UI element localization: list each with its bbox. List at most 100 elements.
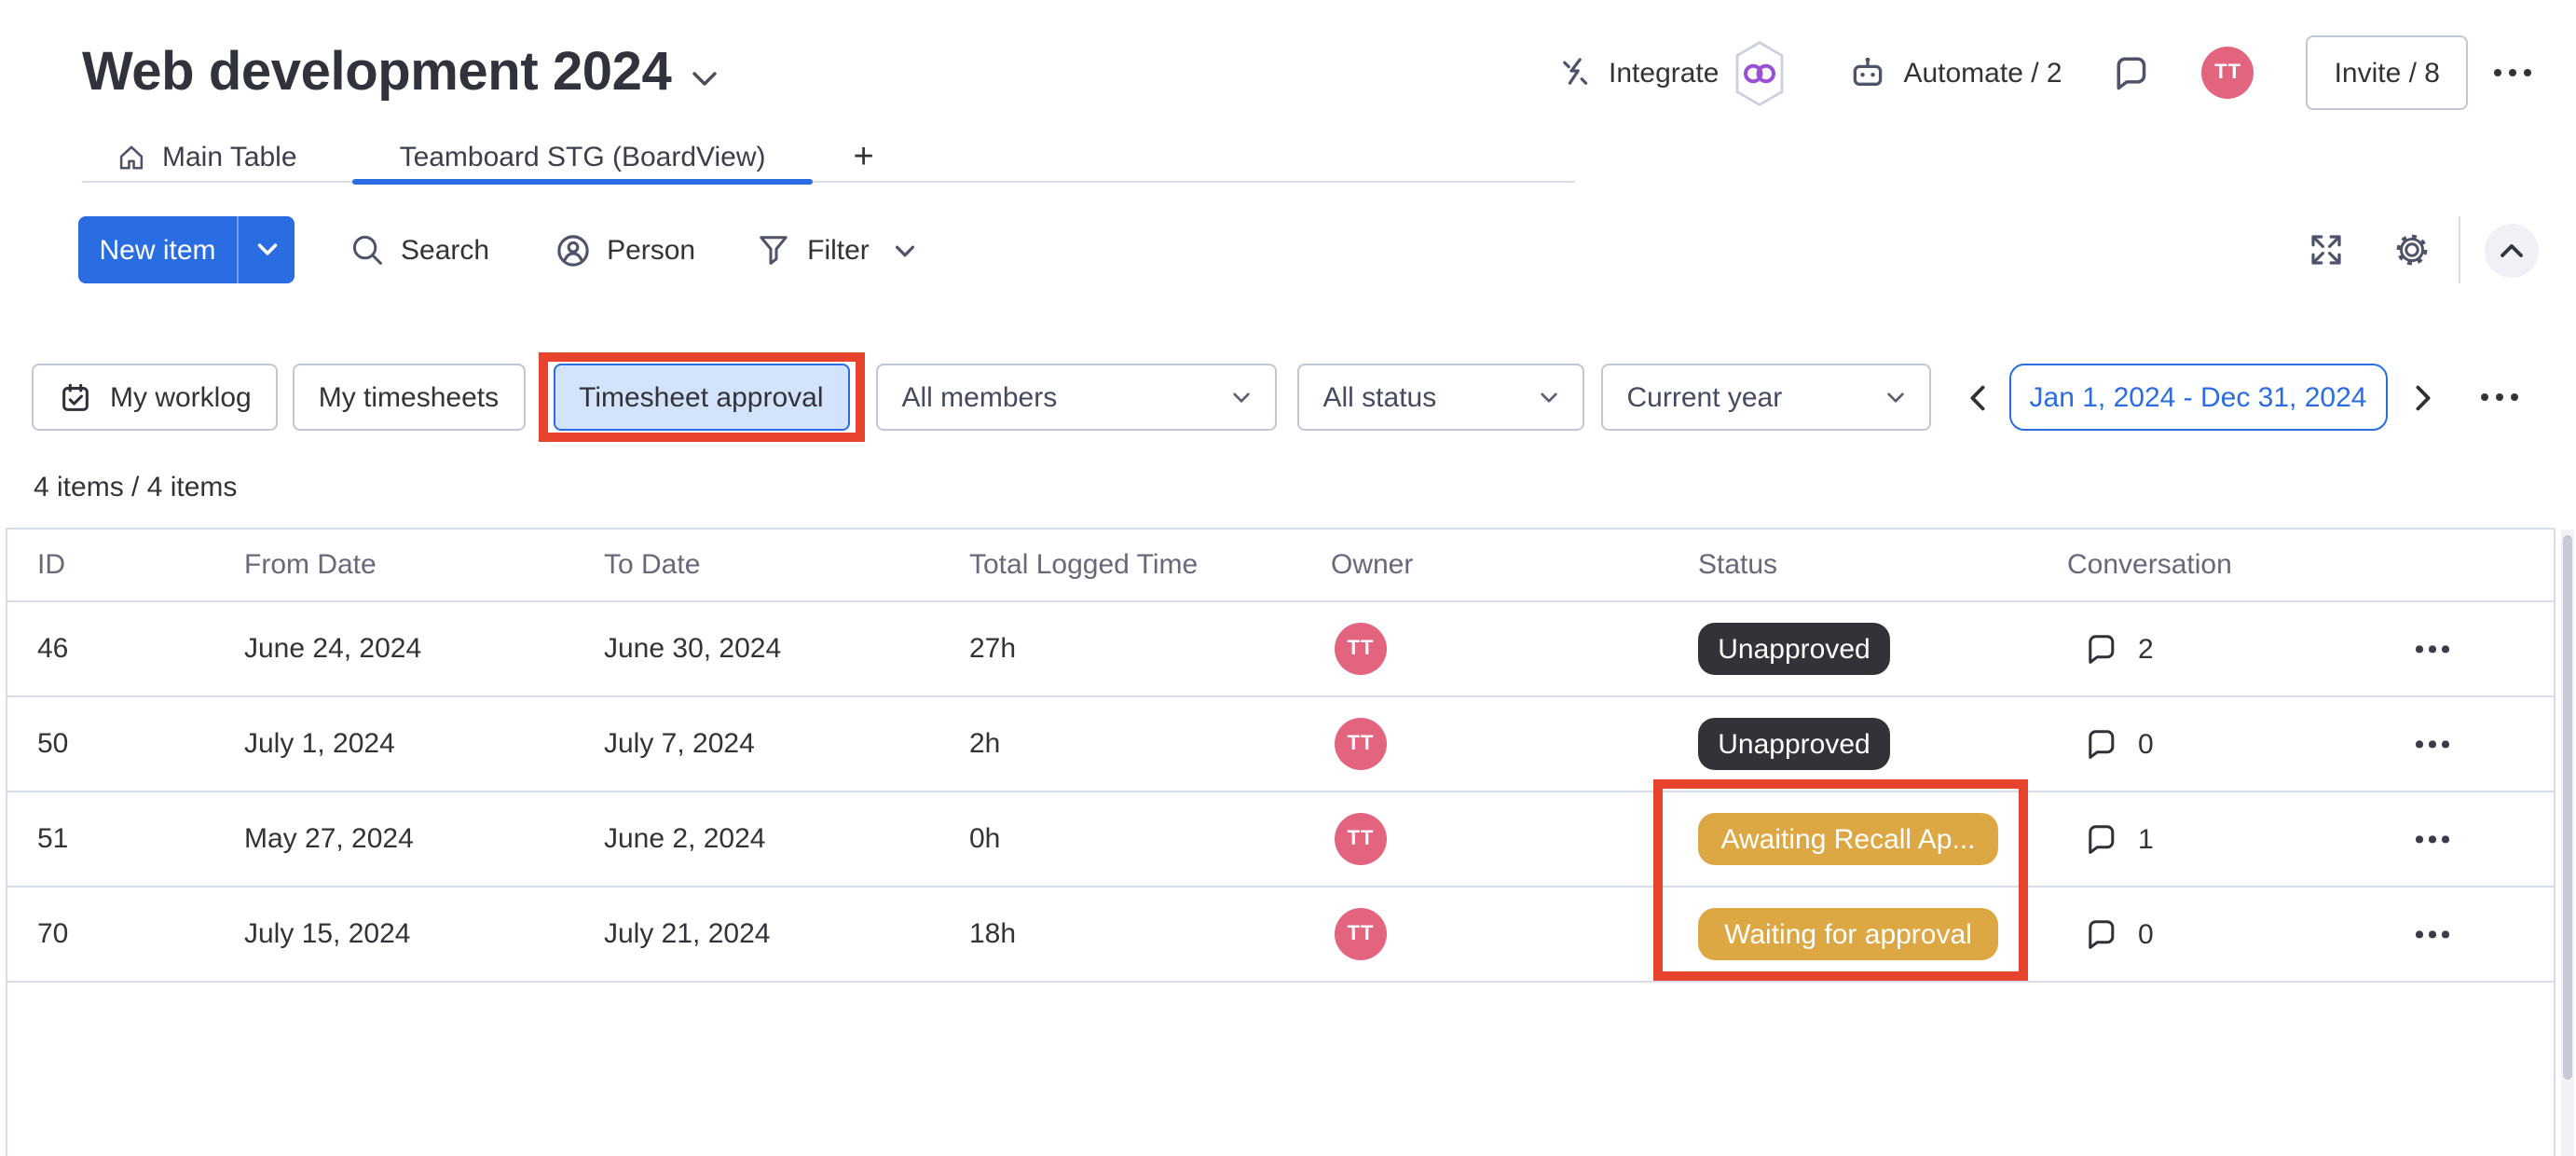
row-menu-button[interactable] bbox=[2416, 740, 2449, 748]
chevron-down-icon bbox=[896, 244, 916, 259]
conversation-cell[interactable]: 0 bbox=[2082, 725, 2154, 763]
owner-avatar[interactable]: TT bbox=[1335, 718, 1387, 770]
search-label: Search bbox=[401, 234, 490, 266]
column-header-total-logged[interactable]: Total Logged Time bbox=[969, 549, 1199, 581]
tab-main-table[interactable]: Main Table bbox=[82, 134, 323, 181]
owner-avatar[interactable]: TT bbox=[1335, 813, 1387, 865]
board-menu-chevron-icon[interactable] bbox=[692, 70, 718, 87]
new-item-label: New item bbox=[99, 234, 216, 266]
new-item-button[interactable]: New item bbox=[78, 216, 295, 283]
date-range-button[interactable]: Jan 1, 2024 - Dec 31, 2024 bbox=[2008, 364, 2388, 431]
cell-from-date[interactable]: July 15, 2024 bbox=[244, 918, 411, 950]
fullscreen-icon[interactable] bbox=[2308, 231, 2345, 268]
next-period-button[interactable] bbox=[2406, 376, 2440, 419]
owner-avatar[interactable]: TT bbox=[1335, 623, 1387, 675]
row-menu-button[interactable] bbox=[2416, 930, 2449, 938]
column-header-conversation[interactable]: Conversation bbox=[2067, 549, 2232, 581]
board-chat-button[interactable] bbox=[2111, 52, 2152, 93]
dropdown-value: All members bbox=[901, 381, 1058, 413]
search-button[interactable]: Search bbox=[349, 231, 489, 268]
tab-teamboard-stg[interactable]: Teamboard STG (BoardView) bbox=[352, 134, 814, 185]
table-row[interactable]: 46 June 24, 2024 June 30, 2024 27h TT Un… bbox=[7, 602, 2554, 697]
chip-timesheet-approval[interactable]: Timesheet approval bbox=[553, 364, 850, 431]
status-dropdown[interactable]: All status bbox=[1296, 364, 1584, 431]
column-header-from-date[interactable]: From Date bbox=[244, 549, 377, 581]
date-range-label: Jan 1, 2024 - Dec 31, 2024 bbox=[2029, 381, 2367, 413]
row-menu-button[interactable] bbox=[2416, 835, 2449, 843]
conversation-cell[interactable]: 0 bbox=[2082, 915, 2154, 953]
chevron-down-icon bbox=[1232, 391, 1251, 404]
status-badge[interactable]: Waiting for approval bbox=[1698, 908, 1998, 960]
collapse-toolbar-button[interactable] bbox=[2485, 223, 2539, 277]
conversation-cell[interactable]: 2 bbox=[2082, 630, 2154, 667]
chat-bubble-icon bbox=[2082, 725, 2119, 763]
table-row[interactable]: 70 July 15, 2024 July 21, 2024 18h TT Wa… bbox=[7, 888, 2554, 983]
dropdown-value: Current year bbox=[1626, 381, 1783, 413]
automate-button[interactable]: Automate / 2 bbox=[1847, 52, 2062, 93]
previous-period-button[interactable] bbox=[1961, 376, 1994, 419]
table-row[interactable]: 51 May 27, 2024 June 2, 2024 0h TT Await… bbox=[7, 792, 2554, 888]
cell-total-logged: 0h bbox=[969, 823, 1001, 855]
owner-avatar[interactable]: TT bbox=[1335, 908, 1387, 960]
cell-to-date[interactable]: July 7, 2024 bbox=[604, 728, 755, 760]
filter-row: My worklog My timesheets Timesheet appro… bbox=[32, 351, 2539, 444]
integrate-icon bbox=[1556, 54, 1594, 91]
chip-my-timesheets[interactable]: My timesheets bbox=[292, 364, 526, 431]
funnel-icon bbox=[755, 231, 792, 268]
chip-my-worklog[interactable]: My worklog bbox=[32, 364, 278, 431]
automate-label: Automate / 2 bbox=[1903, 57, 2062, 89]
table-header-row: ID From Date To Date Total Logged Time O… bbox=[7, 530, 2554, 602]
timesheet-table: ID From Date To Date Total Logged Time O… bbox=[6, 528, 2555, 1156]
filter-button[interactable]: Filter bbox=[755, 231, 916, 268]
column-header-status[interactable]: Status bbox=[1698, 549, 1778, 581]
period-dropdown[interactable]: Current year bbox=[1600, 364, 1931, 431]
cell-total-logged: 2h bbox=[969, 728, 1001, 760]
scrollbar-thumb[interactable] bbox=[2563, 535, 2572, 1080]
tab-label: Teamboard STG (BoardView) bbox=[399, 142, 766, 173]
conversation-cell[interactable]: 1 bbox=[2082, 820, 2154, 858]
cell-total-logged: 18h bbox=[969, 918, 1017, 950]
tab-label: Main Table bbox=[162, 142, 297, 173]
page-title: Web development 2024 bbox=[82, 42, 672, 102]
chip-label: Timesheet approval bbox=[579, 381, 824, 413]
cell-from-date[interactable]: June 24, 2024 bbox=[244, 633, 422, 665]
invite-label: Invite / 8 bbox=[2334, 57, 2440, 89]
column-header-id[interactable]: ID bbox=[37, 549, 65, 581]
cell-from-date[interactable]: July 1, 2024 bbox=[244, 728, 395, 760]
row-menu-button[interactable] bbox=[2416, 645, 2449, 653]
cell-to-date[interactable]: June 2, 2024 bbox=[604, 823, 766, 855]
cell-from-date[interactable]: May 27, 2024 bbox=[244, 823, 414, 855]
filters-more-options-button[interactable] bbox=[2480, 393, 2518, 401]
cell-to-date[interactable]: July 21, 2024 bbox=[604, 918, 771, 950]
column-header-owner[interactable]: Owner bbox=[1331, 549, 1414, 581]
home-icon bbox=[116, 142, 147, 173]
chevron-down-icon bbox=[1540, 391, 1558, 404]
dropdown-value: All status bbox=[1322, 381, 1437, 413]
table-row[interactable]: 50 July 1, 2024 July 7, 2024 2h TT Unapp… bbox=[7, 697, 2554, 792]
invite-button[interactable]: Invite / 8 bbox=[2306, 35, 2468, 110]
person-filter-button[interactable]: Person bbox=[553, 230, 695, 269]
integration-hexagon-badge[interactable] bbox=[1732, 38, 1788, 107]
calendar-check-icon bbox=[58, 379, 93, 415]
cell-to-date[interactable]: June 30, 2024 bbox=[604, 633, 782, 665]
board-more-options-button[interactable] bbox=[2494, 69, 2531, 76]
members-dropdown[interactable]: All members bbox=[875, 364, 1277, 431]
column-header-to-date[interactable]: To Date bbox=[604, 549, 701, 581]
user-avatar[interactable]: TT bbox=[2201, 47, 2254, 99]
status-badge[interactable]: Unapproved bbox=[1698, 623, 1890, 675]
status-badge[interactable]: Unapproved bbox=[1698, 718, 1890, 770]
integrate-label: Integrate bbox=[1609, 57, 1720, 89]
conversation-count: 1 bbox=[2138, 823, 2154, 855]
gear-icon[interactable] bbox=[2391, 229, 2432, 270]
board-toolbar: New item Search Person Filter bbox=[78, 216, 2539, 283]
board-header: Web development 2024 Integrate bbox=[82, 26, 2531, 119]
add-view-button[interactable]: + bbox=[853, 138, 874, 177]
vertical-scrollbar[interactable] bbox=[2561, 530, 2574, 1156]
conversation-count: 0 bbox=[2138, 918, 2154, 950]
integrate-button[interactable]: Integrate bbox=[1556, 54, 1719, 91]
new-item-dropdown-button[interactable] bbox=[239, 216, 295, 283]
chip-label: My timesheets bbox=[318, 381, 500, 413]
status-badge[interactable]: Awaiting Recall Ap... bbox=[1698, 813, 1998, 865]
cell-id: 46 bbox=[37, 633, 69, 665]
